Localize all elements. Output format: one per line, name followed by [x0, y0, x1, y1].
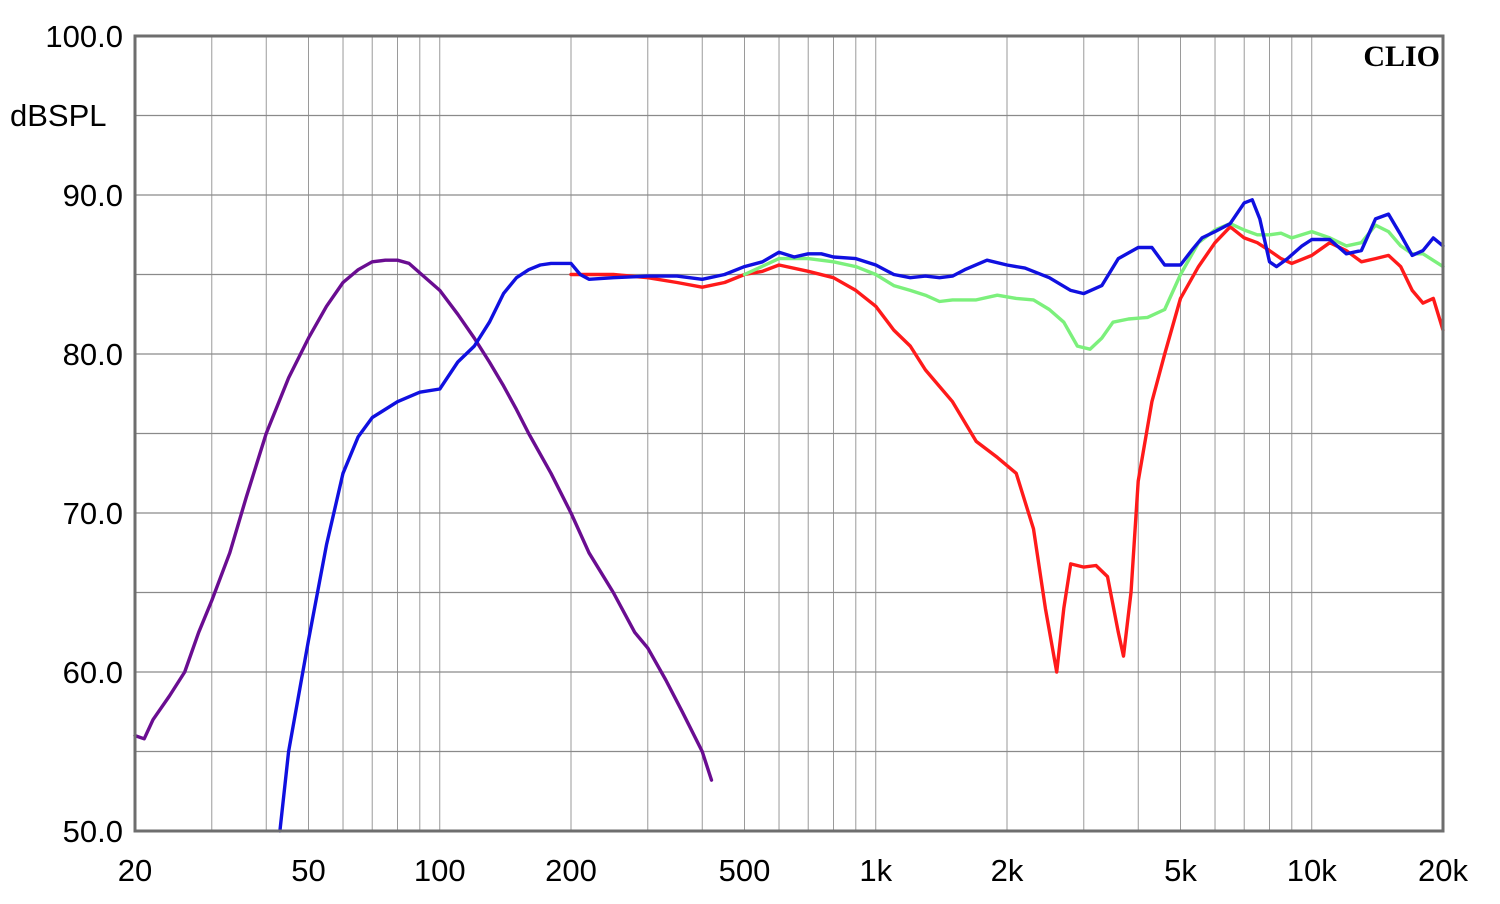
y-tick-label: 80.0: [63, 337, 123, 372]
x-tick-label: 1k: [859, 853, 892, 888]
x-tick-label: 5k: [1164, 853, 1197, 888]
grid-lines: [135, 36, 1443, 831]
y-tick-label: 90.0: [63, 178, 123, 213]
y-tick-label: 60.0: [63, 655, 123, 690]
x-tick-label: 2k: [991, 853, 1024, 888]
x-tick-label: 200: [545, 853, 597, 888]
x-tick-label: 500: [719, 853, 771, 888]
y-axis-unit-label: dBSPL: [10, 98, 107, 133]
y-tick-label: 100.0: [45, 19, 123, 54]
y-tick-label: 70.0: [63, 496, 123, 531]
x-tick-label: 10k: [1287, 853, 1337, 888]
y-tick-label: 50.0: [63, 814, 123, 849]
plot-frame: [133, 34, 1445, 833]
curves: [133, 198, 1445, 833]
brand-label: CLIO: [1363, 40, 1440, 73]
x-tick-labels: 20 50 100 200 500 1k 2k 5k 10k 20k: [118, 853, 1469, 888]
x-tick-label: 20: [118, 853, 152, 888]
x-tick-label: 50: [291, 853, 325, 888]
y-tick-labels: 50.0 60.0 70.0 80.0 90.0 100.0: [45, 19, 123, 849]
series-line-3: [742, 221, 1445, 351]
series-line-4: [278, 198, 1445, 833]
x-tick-label: 20k: [1418, 853, 1468, 888]
series-line-1: [133, 258, 714, 782]
x-tick-label: 100: [414, 853, 466, 888]
